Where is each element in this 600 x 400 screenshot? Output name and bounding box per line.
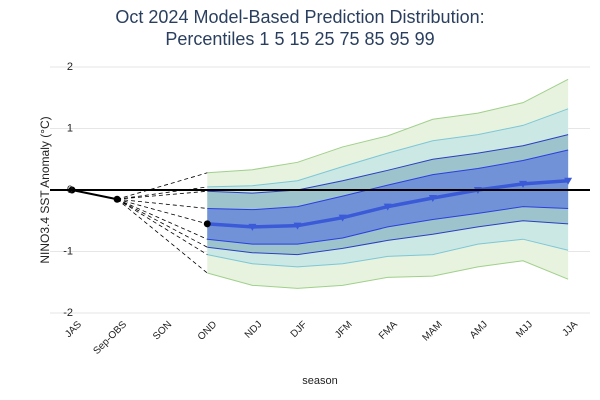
percentile-line [207,260,569,289]
percentile-line [207,206,569,245]
connector-line [117,190,208,200]
connector-line [116,198,208,248]
y-tick-label: 2 [67,61,73,73]
median-marker [383,203,392,211]
x-tick-label: MAM [421,319,445,343]
x-tick-label: DJF [289,319,310,340]
observed-line [71,189,118,201]
percentile-line [207,108,569,188]
x-tick-label: AMJ [468,319,490,341]
forecast-start-marker [203,220,211,228]
percentile-band [207,150,569,245]
plot-area [68,78,573,289]
percentile-line [207,78,569,174]
x-tick-label: SON [151,319,174,342]
median-marker [428,194,437,202]
median-marker [338,214,347,222]
percentile-line [207,134,569,194]
median-marker [248,223,257,231]
median-marker [519,180,527,188]
y-tick-label: -1 [63,245,73,257]
percentile-line [207,238,569,268]
chart-title: Oct 2024 Model-Based Prediction Distribu… [115,7,484,27]
observed-marker [113,195,121,203]
connector-line [116,198,208,255]
connector-line [116,198,208,240]
x-axis-label: season [302,375,337,387]
connector-line [116,172,208,200]
median-marker [293,222,302,230]
x-tick-label: JAS [63,319,84,340]
y-tick-label: 1 [67,122,73,134]
connector-line [117,186,208,200]
percentile-line [207,220,569,256]
x-tick-label: NDJ [243,319,265,341]
percentile-line [207,149,569,211]
x-tick-label: JJA [561,319,581,339]
connector-line [117,198,208,209]
x-tick-label: Sep-OBS [91,319,129,357]
x-tick-label: JFM [333,319,355,341]
y-axis-label: NINO3.4 SST Anomaly (°C) [38,116,52,263]
median-marker [564,177,573,185]
y-tick-label: -2 [63,307,73,319]
x-tick-label: MJJ [514,319,535,340]
chart-subtitle: Percentiles 1 5 15 25 75 85 95 99 [165,29,434,49]
connector-line [116,198,208,225]
x-tick-label: OND [196,319,220,343]
x-tick-label: FMA [377,319,400,342]
connector-line [116,198,208,274]
